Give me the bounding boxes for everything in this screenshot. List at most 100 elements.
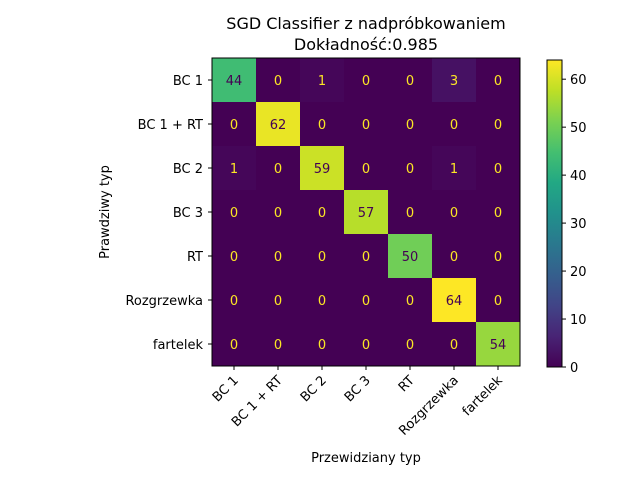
y-tick-label: BC 1 xyxy=(173,74,203,89)
cell-value: 0 xyxy=(494,250,502,265)
x-tick-label: fartelek xyxy=(460,373,506,419)
cell-value: 1 xyxy=(450,162,458,177)
cell-value: 0 xyxy=(362,294,370,309)
cell-value: 0 xyxy=(494,294,502,309)
heatmap-cell xyxy=(212,58,257,103)
heatmap-cell xyxy=(476,102,521,147)
cell-value: 1 xyxy=(318,74,326,89)
y-tick-label: BC 3 xyxy=(173,206,203,221)
cell-value: 0 xyxy=(230,118,238,133)
x-tick-label: BC 2 xyxy=(298,373,330,405)
cell-value-labels: 44 0 1 0 0 3 0 0 62 0 0 0 0 0 1 0 59 0 0 1 0 0 0 0 57 0 0 0 0 0 0 0 50 0 0… xyxy=(226,74,507,353)
cell-value: 0 xyxy=(318,118,326,133)
heatmap-cell xyxy=(344,234,389,279)
cell-value: 0 xyxy=(494,74,502,89)
cell-value: 0 xyxy=(274,162,282,177)
heatmap-cell xyxy=(212,146,257,191)
cell-value: 0 xyxy=(362,118,370,133)
heatmap-cell xyxy=(300,278,345,323)
heatmap-cell xyxy=(476,278,521,323)
x-tick-label: RT xyxy=(396,373,418,395)
heatmap-cell xyxy=(388,322,433,367)
cell-value: 0 xyxy=(494,162,502,177)
heatmap-cell xyxy=(388,278,433,323)
y-tick-label: BC 2 xyxy=(173,162,203,177)
cell-value: 50 xyxy=(402,250,419,265)
cell-value: 0 xyxy=(494,206,502,221)
heatmap-cell xyxy=(256,278,301,323)
heatmap-cell xyxy=(300,234,345,279)
colorbar-tick-label: 0 xyxy=(570,361,578,376)
cell-value: 0 xyxy=(318,206,326,221)
x-tick-label: BC 3 xyxy=(342,373,374,405)
cell-value: 0 xyxy=(274,294,282,309)
heatmap-cell xyxy=(476,58,521,103)
cell-value: 0 xyxy=(406,162,414,177)
heatmap-cell xyxy=(344,278,389,323)
cell-value: 0 xyxy=(318,294,326,309)
chart-subtitle: Dokładność:0.985 xyxy=(294,35,438,54)
colorbar xyxy=(546,59,563,368)
cell-value: 0 xyxy=(230,250,238,265)
heatmap-cell xyxy=(212,322,257,367)
heatmap-cell xyxy=(344,146,389,191)
heatmap-cell xyxy=(300,58,345,103)
colorbar-tick-label: 30 xyxy=(570,217,587,232)
colorbar-tick-label: 40 xyxy=(570,169,587,184)
cell-value: 0 xyxy=(406,338,414,353)
cell-value: 0 xyxy=(362,74,370,89)
heatmap-cell xyxy=(432,146,477,191)
cell-value: 0 xyxy=(362,338,370,353)
heatmap-cell xyxy=(388,146,433,191)
cell-value: 0 xyxy=(406,74,414,89)
heatmap-cell xyxy=(256,322,301,367)
y-tick-label: Rozgrzewka xyxy=(125,294,203,309)
cell-value: 62 xyxy=(270,118,287,133)
y-tick-label: fartelek xyxy=(153,338,204,353)
cell-value: 0 xyxy=(230,338,238,353)
heatmap-cell xyxy=(256,102,301,147)
colorbar-ticks: 0 10 20 30 40 50 60 xyxy=(562,73,587,376)
cell-value: 54 xyxy=(490,338,507,353)
chart-title: SGD Classifier z nadpróbkowaniem xyxy=(226,14,505,33)
cell-value: 0 xyxy=(230,206,238,221)
heatmap-cell xyxy=(432,58,477,103)
heatmap-cell xyxy=(432,190,477,235)
heatmap-cell xyxy=(256,234,301,279)
heatmap-cell xyxy=(476,190,521,235)
heatmap-cell xyxy=(256,190,301,235)
heatmap-cells xyxy=(212,58,521,367)
heatmap-cell xyxy=(476,234,521,279)
cell-value: 59 xyxy=(314,162,331,177)
cell-value: 0 xyxy=(318,250,326,265)
heatmap-cell xyxy=(212,190,257,235)
cell-value: 3 xyxy=(450,74,458,89)
colorbar-tick-label: 10 xyxy=(570,313,587,328)
y-tick-labels: BC 1 BC 1 + RT BC 2 BC 3 RT Rozgrzewka fartele… xyxy=(125,74,212,353)
cell-value: 0 xyxy=(274,206,282,221)
cell-value: 0 xyxy=(362,162,370,177)
heatmap-cell xyxy=(300,146,345,191)
heatmap-cell xyxy=(432,234,477,279)
heatmap-cell xyxy=(388,234,433,279)
cell-value: 0 xyxy=(230,294,238,309)
cell-value: 0 xyxy=(274,250,282,265)
heatmap-cell xyxy=(344,58,389,103)
heatmap-cell xyxy=(300,102,345,147)
heatmap-cell xyxy=(388,102,433,147)
y-tick-label: RT xyxy=(187,250,203,265)
heatmap-cell xyxy=(432,278,477,323)
heatmap-cell xyxy=(256,58,301,103)
cell-value: 0 xyxy=(406,206,414,221)
heatmap-cell xyxy=(388,58,433,103)
heatmap-cell xyxy=(476,146,521,191)
cell-value: 64 xyxy=(446,294,463,309)
heatmap-cell xyxy=(256,146,301,191)
heatmap-cell xyxy=(432,102,477,147)
cell-value: 0 xyxy=(450,250,458,265)
heatmap-cell xyxy=(344,102,389,147)
cell-value: 0 xyxy=(494,118,502,133)
cell-value: 0 xyxy=(318,338,326,353)
heatmap-cell xyxy=(300,190,345,235)
